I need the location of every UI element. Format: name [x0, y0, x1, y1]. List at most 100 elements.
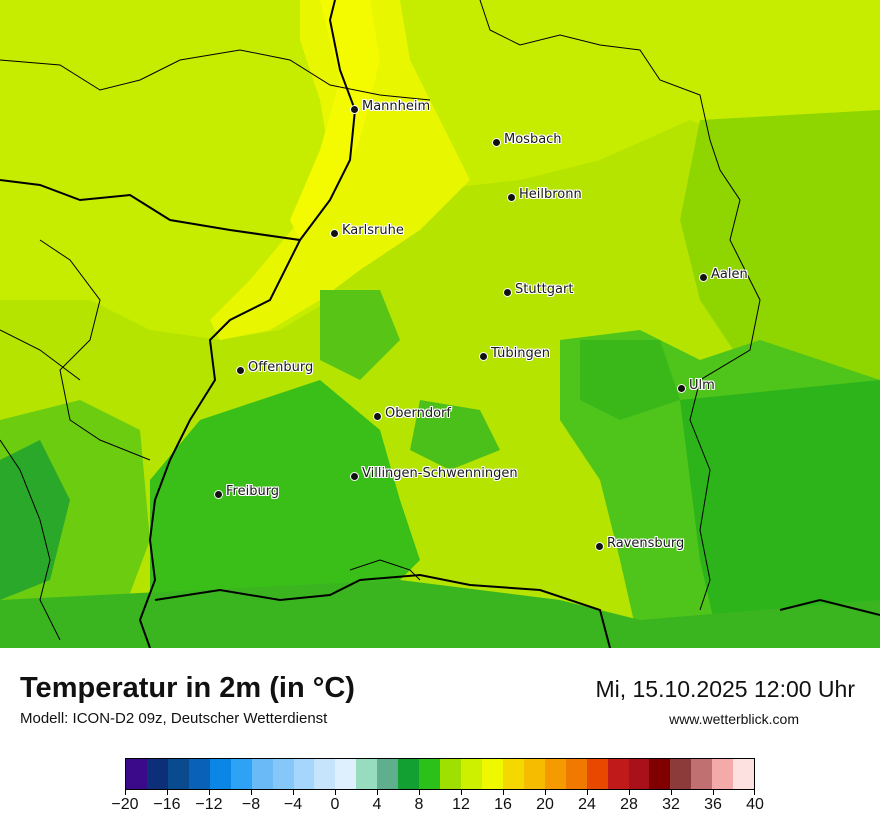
city-label: Mannheim	[362, 99, 431, 114]
colorbar-cell	[440, 759, 461, 789]
colorbar-tick-mark	[503, 790, 504, 795]
border-austria	[779, 598, 880, 616]
city-label: Aalen	[711, 267, 748, 282]
colorbar-cell	[649, 759, 671, 789]
colorbar-tick-label: 36	[704, 796, 722, 813]
colorbar-tick-mark	[754, 790, 755, 795]
colorbar-cell	[670, 759, 692, 789]
colorbar-cell	[461, 759, 482, 789]
colorbar-tick-mark	[587, 790, 588, 795]
colorbar-tick-mark	[629, 790, 630, 795]
field-rhine-core	[290, 0, 380, 240]
city-label: Ulm	[689, 378, 715, 393]
city-marker	[479, 352, 488, 361]
colorbar-cell	[586, 759, 608, 789]
colorbar-cell	[419, 759, 441, 789]
border-baden-wuerttemberg	[479, 0, 761, 611]
colorbar-tick-label: 20	[536, 796, 554, 813]
city-label: Offenburg	[248, 360, 314, 375]
colorbar-tick-label: 28	[620, 796, 638, 813]
city-label: Ravensburg	[607, 536, 685, 551]
colorbar-tick-label: 24	[578, 796, 596, 813]
border-switzerland	[154, 573, 611, 649]
temperature-field	[0, 0, 880, 649]
field-southeast-cool	[680, 380, 880, 648]
colorbar-cell	[398, 759, 420, 789]
colorbar-tick-label: −20	[111, 796, 139, 813]
city-marker	[373, 412, 382, 421]
colorbar-cell	[733, 759, 755, 789]
colorbar-cell	[272, 759, 294, 789]
colorbar-tick-label: 12	[452, 796, 470, 813]
field-blackforest	[150, 380, 420, 620]
city-marker	[492, 138, 501, 147]
city-label: Tübingen	[491, 346, 550, 361]
colorbar-cell	[251, 759, 273, 789]
city-marker	[330, 229, 339, 238]
city-label: Mosbach	[504, 132, 562, 147]
colorbar-tick-label: 32	[662, 796, 680, 813]
colorbar-tick-mark	[377, 790, 378, 795]
colorbar-cell	[565, 759, 587, 789]
border-rhine	[138, 239, 301, 649]
city-marker	[350, 472, 359, 481]
colorbar-cell	[502, 759, 524, 789]
colorbar-tick-label: −12	[195, 796, 223, 813]
colorbar-cell	[712, 759, 734, 789]
colorbar-tick-label: −8	[241, 796, 261, 813]
city-label: Oberndorf	[385, 406, 451, 421]
border-region-west	[0, 329, 81, 381]
field-south	[0, 580, 880, 648]
city-label: Heilbronn	[519, 187, 582, 202]
colorbar-tick-mark	[461, 790, 462, 795]
colorbar-cell	[335, 759, 357, 789]
colorbar-tick-mark	[671, 790, 672, 795]
colorbar-tick-label: 4	[372, 796, 382, 813]
colorbar-tick-mark	[713, 790, 714, 795]
field-alb-mid	[410, 400, 500, 470]
colorbar-tick-mark	[251, 790, 252, 795]
temperature-map: Mannheim Mosbach Heilbronn Karlsruhe Aal…	[0, 0, 880, 649]
field-vosges-cool	[0, 440, 70, 600]
border-state-west	[39, 239, 151, 461]
colorbar-tick-mark	[209, 790, 210, 795]
colorbar-tick-label: 16	[494, 796, 512, 813]
city-label: Stuttgart	[515, 282, 574, 297]
colorbar-cell	[544, 759, 566, 789]
colorbar-cell	[481, 759, 503, 789]
colorbar-cell	[126, 759, 147, 789]
field-alb-east	[580, 340, 680, 420]
city-label: Karlsruhe	[342, 223, 404, 238]
city-marker	[236, 366, 245, 375]
colorbar-tick-mark	[545, 790, 546, 795]
forecast-datetime: Mi, 15.10.2025 12:00 Uhr	[595, 676, 855, 702]
colorbar-tick-label: 40	[746, 796, 764, 813]
colorbar-tick-label: −16	[153, 796, 181, 813]
model-subtitle: Modell: ICON-D2 09z, Deutscher Wetterdie…	[20, 710, 328, 727]
colorbar-tick-label: 0	[330, 796, 340, 813]
border-state-north	[0, 49, 431, 101]
field-east	[680, 110, 880, 420]
field-alb-west	[320, 290, 400, 380]
colorbar-tick-mark	[125, 790, 126, 795]
colorbar-cell	[377, 759, 399, 789]
colorbar-cell	[230, 759, 252, 789]
colorbar-tick-mark	[419, 790, 420, 795]
colorbar-tick-mark	[293, 790, 294, 795]
colorbar-cell	[314, 759, 336, 789]
colorbar-tick-label: −4	[283, 796, 303, 813]
border-region-southwest	[0, 439, 61, 641]
colorbar-cell	[293, 759, 315, 789]
city-label: Villingen-Schwenningen	[362, 466, 518, 481]
colorbar-cell	[691, 759, 713, 789]
border-lake	[349, 559, 421, 581]
colorbar-tick-mark	[335, 790, 336, 795]
colorbar-cell	[607, 759, 629, 789]
colorbar-tick-mark	[167, 790, 168, 795]
colorbar-tick-label: 8	[414, 796, 424, 813]
colorbar-cell	[209, 759, 231, 789]
city-marker	[507, 193, 516, 202]
website-credit: www.wetterblick.com	[669, 711, 799, 727]
colorbar-cell	[628, 759, 650, 789]
city-marker	[503, 288, 512, 297]
